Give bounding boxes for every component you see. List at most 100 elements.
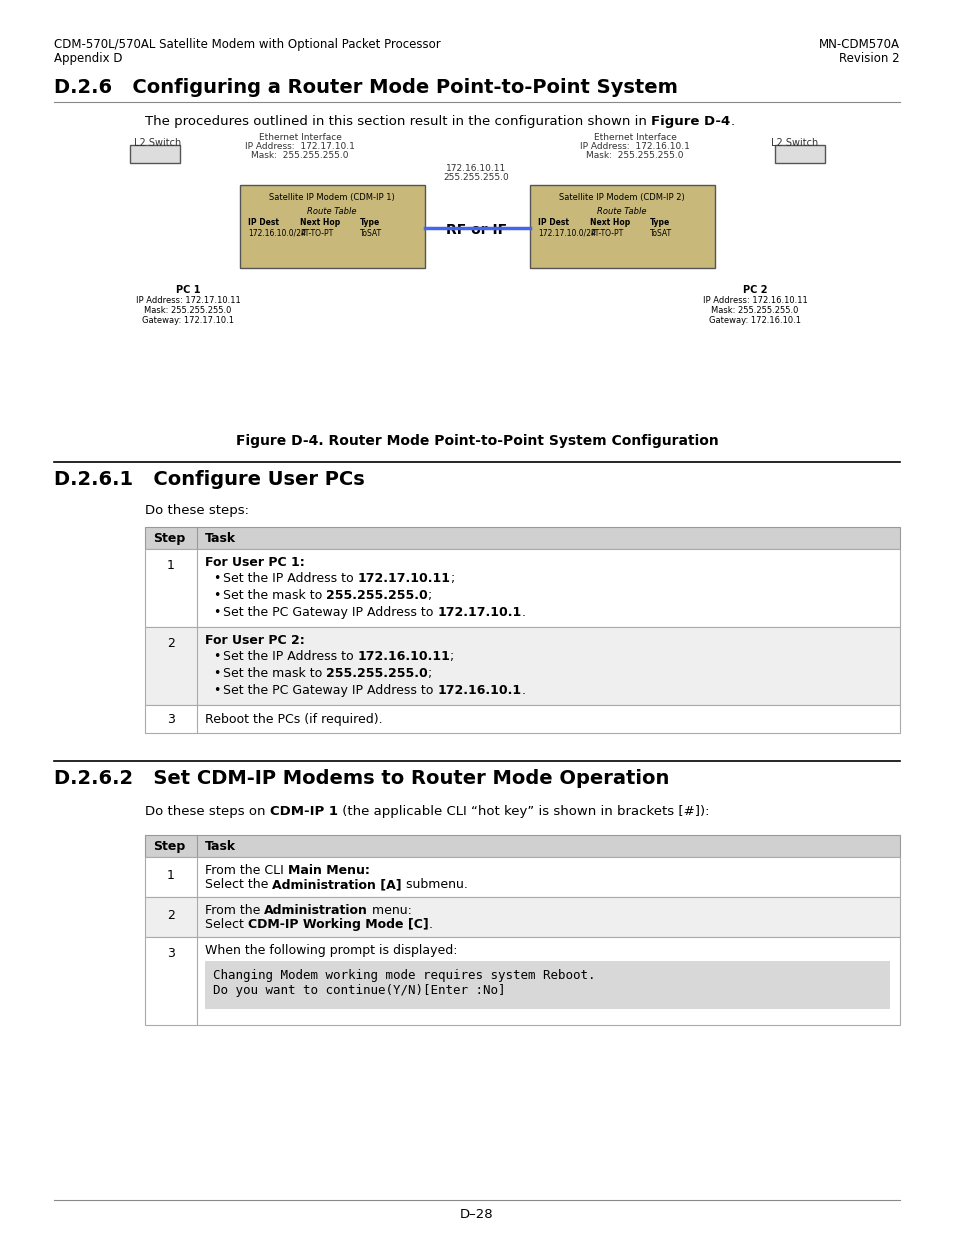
Text: L2 Switch: L2 Switch [771,138,818,148]
Text: IP Address: 172.17.10.11: IP Address: 172.17.10.11 [135,296,240,305]
Text: ;: ; [450,650,455,663]
Text: •: • [213,650,220,663]
Text: Appendix D: Appendix D [54,52,122,65]
Text: 172.16.10.1: 172.16.10.1 [436,684,521,697]
Text: (the applicable CLI “hot key” is shown in brackets [#]):: (the applicable CLI “hot key” is shown i… [337,805,708,818]
Text: For User PC 2:: For User PC 2: [205,634,304,647]
FancyBboxPatch shape [145,937,899,1025]
Text: IP Dest: IP Dest [537,219,568,227]
Text: Select: Select [205,918,248,931]
Text: The procedures outlined in this section result in the configuration shown in: The procedures outlined in this section … [145,115,651,128]
Text: Mask:  255.255.255.0: Mask: 255.255.255.0 [251,151,349,161]
Text: Satellite IP Modem (CDM-IP 1): Satellite IP Modem (CDM-IP 1) [269,193,395,203]
Text: CDM-IP Working Mode [C]: CDM-IP Working Mode [C] [248,918,428,931]
FancyBboxPatch shape [145,627,899,705]
Text: RF or IF: RF or IF [446,224,507,237]
Text: D.2.6.1   Configure User PCs: D.2.6.1 Configure User PCs [54,471,364,489]
Text: Main Menu:: Main Menu: [288,864,369,877]
Text: ToSAT: ToSAT [649,228,672,238]
Text: 2: 2 [167,909,174,923]
Text: MN-CDM570A: MN-CDM570A [818,38,899,51]
Text: IP Address:  172.16.10.1: IP Address: 172.16.10.1 [579,142,689,151]
Text: Figure D-4: Figure D-4 [651,115,730,128]
Text: 255.255.255.0: 255.255.255.0 [442,173,508,182]
FancyBboxPatch shape [145,527,899,550]
Text: 255.255.255.0: 255.255.255.0 [326,589,428,601]
Text: •: • [213,667,220,680]
Text: 1: 1 [167,559,174,572]
Text: 3: 3 [167,713,174,726]
Text: ;: ; [428,667,432,680]
Text: Gateway: 172.17.10.1: Gateway: 172.17.10.1 [142,316,233,325]
Text: PT-TO-PT: PT-TO-PT [589,228,622,238]
Text: Mask: 255.255.255.0: Mask: 255.255.255.0 [144,306,232,315]
Text: PC 1: PC 1 [175,285,200,295]
Text: .: . [521,684,525,697]
FancyBboxPatch shape [774,144,824,163]
Text: Task: Task [205,532,236,545]
Text: ;: ; [428,589,432,601]
FancyBboxPatch shape [530,185,714,268]
Text: Set the mask to: Set the mask to [223,667,326,680]
Text: Route Table: Route Table [597,207,646,216]
Text: 3: 3 [167,947,174,960]
Text: Administration: Administration [264,904,368,918]
Text: Ethernet Interface: Ethernet Interface [593,133,676,142]
Text: Revision 2: Revision 2 [839,52,899,65]
Text: Administration [A]: Administration [A] [273,878,401,890]
Text: IP Address: 172.16.10.11: IP Address: 172.16.10.11 [702,296,806,305]
Text: CDM-570L/570AL Satellite Modem with Optional Packet Processor: CDM-570L/570AL Satellite Modem with Opti… [54,38,440,51]
Text: 1: 1 [167,869,174,882]
Text: .: . [428,918,432,931]
Text: When the following prompt is displayed:: When the following prompt is displayed: [205,944,457,957]
Text: Set the IP Address to: Set the IP Address to [223,650,357,663]
Text: 2: 2 [167,637,174,650]
Text: Do these steps:: Do these steps: [145,504,249,517]
Text: PT-TO-PT: PT-TO-PT [299,228,333,238]
FancyBboxPatch shape [130,144,180,163]
Text: Set the PC Gateway IP Address to: Set the PC Gateway IP Address to [223,606,436,619]
Text: PC 2: PC 2 [742,285,766,295]
Text: •: • [213,589,220,601]
Text: Type: Type [649,219,670,227]
Text: Route Table: Route Table [307,207,356,216]
Text: submenu.: submenu. [401,878,467,890]
FancyBboxPatch shape [145,897,899,937]
Text: Mask:  255.255.255.0: Mask: 255.255.255.0 [586,151,683,161]
Text: •: • [213,606,220,619]
FancyBboxPatch shape [145,857,899,897]
Text: 172.16.10.11: 172.16.10.11 [357,650,450,663]
Text: .: . [521,606,525,619]
Text: Select the: Select the [205,878,273,890]
Text: 172.17.10.0/24: 172.17.10.0/24 [537,228,596,238]
Text: Reboot the PCs (if required).: Reboot the PCs (if required). [205,713,382,726]
Text: Step: Step [152,532,185,545]
Text: D.2.6.2   Set CDM-IP Modems to Router Mode Operation: D.2.6.2 Set CDM-IP Modems to Router Mode… [54,769,669,788]
FancyBboxPatch shape [205,961,889,1009]
Text: IP Address:  172.17.10.1: IP Address: 172.17.10.1 [245,142,355,151]
Text: From the CLI: From the CLI [205,864,288,877]
Text: Mask: 255.255.255.0: Mask: 255.255.255.0 [711,306,798,315]
Text: Satellite IP Modem (CDM-IP 2): Satellite IP Modem (CDM-IP 2) [558,193,684,203]
Text: Set the mask to: Set the mask to [223,589,326,601]
Text: D–28: D–28 [459,1208,494,1221]
Text: From the: From the [205,904,264,918]
FancyBboxPatch shape [145,835,899,857]
Text: Next Hop: Next Hop [589,219,630,227]
Text: menu:: menu: [368,904,412,918]
Text: Next Hop: Next Hop [299,219,340,227]
Text: 172.17.10.11: 172.17.10.11 [357,572,450,585]
Text: Type: Type [359,219,380,227]
FancyBboxPatch shape [240,185,424,268]
FancyBboxPatch shape [145,550,899,627]
Text: 172.17.10.1: 172.17.10.1 [436,606,521,619]
Text: Set the PC Gateway IP Address to: Set the PC Gateway IP Address to [223,684,436,697]
Text: •: • [213,684,220,697]
Text: Ethernet Interface: Ethernet Interface [258,133,341,142]
Text: Figure D-4. Router Mode Point-to-Point System Configuration: Figure D-4. Router Mode Point-to-Point S… [235,433,718,448]
Text: .: . [730,115,734,128]
Text: ToSAT: ToSAT [359,228,382,238]
Text: Changing Modem working mode requires system Reboot.
Do you want to continue(Y/N): Changing Modem working mode requires sys… [213,969,595,997]
Text: 172.16.10.11: 172.16.10.11 [445,164,506,173]
Text: 255.255.255.0: 255.255.255.0 [326,667,428,680]
